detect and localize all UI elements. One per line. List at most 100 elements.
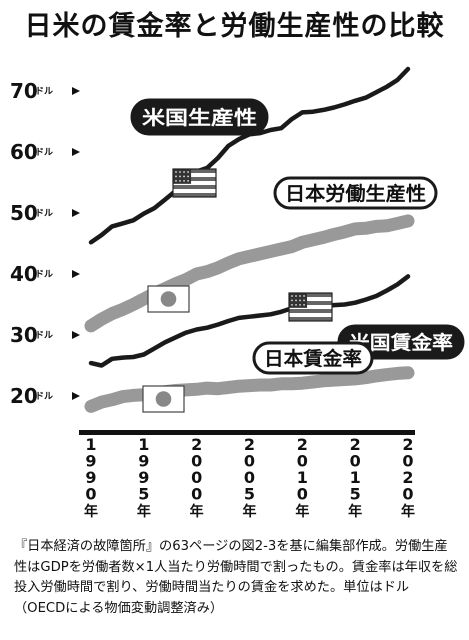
x-tick-label-1990-1: 9 — [85, 452, 96, 471]
us-flag-star — [303, 295, 305, 297]
us-flag-star — [303, 299, 305, 302]
us-flag-icon-wage — [288, 292, 333, 322]
x-tick-label-2010-4: 年 — [295, 503, 309, 520]
x-tick-label-2015-1: 0 — [350, 452, 361, 471]
x-tick-label-1995-0: 1 — [138, 435, 149, 454]
y-tick-arrow-20 — [72, 392, 80, 400]
y-tick-arrow-70 — [72, 87, 80, 95]
japan-flag-circle — [155, 391, 172, 407]
x-tick-label-2015-4: 年 — [348, 503, 362, 520]
series-label-box-3 — [252, 341, 374, 375]
us-flag-stripe — [173, 193, 216, 197]
y-tick-unit-20: ドル — [35, 391, 53, 402]
x-tick-label-1990-2: 9 — [85, 468, 96, 487]
x-tick-label-2015-0: 2 — [350, 435, 361, 454]
x-tick-label-2015-3: 5 — [350, 485, 361, 504]
x-tick-label-2010-3: 0 — [297, 485, 308, 504]
y-tick-unit-60: ドル — [35, 147, 53, 158]
us-flag-star — [179, 175, 181, 178]
x-tick-label-2005-1: 0 — [244, 452, 255, 471]
y-tick-arrow-60 — [72, 148, 80, 156]
us-flag-stripe — [289, 317, 332, 321]
x-tick-label-2000-4: 年 — [190, 503, 204, 520]
us-flag-star — [187, 171, 189, 173]
x-tick-label-2010-2: 1 — [297, 468, 308, 487]
us-flag-border — [288, 292, 333, 322]
series-label-1: 日本労働生産性 — [285, 182, 426, 205]
us-flag-star — [179, 171, 181, 173]
x-tick-label-1995-2: 9 — [138, 468, 149, 487]
series-line-2 — [88, 274, 411, 368]
y-tick-unit-30: ドル — [35, 330, 53, 341]
us-flag-icon-productivity — [172, 168, 217, 198]
us-flag-star — [299, 303, 301, 306]
japan-flag-icon-wage — [142, 385, 185, 413]
us-flag-star — [183, 171, 185, 173]
y-tick-label-60: 60 — [10, 140, 38, 164]
x-tick-label-2015-2: 1 — [350, 468, 361, 487]
series-label-box-1 — [273, 176, 438, 210]
x-tick-label-2000-0: 2 — [191, 435, 202, 454]
x-tick-label-1995-3: 5 — [138, 485, 149, 504]
us-flag-star — [183, 179, 185, 182]
y-tick-unit-40: ドル — [35, 269, 53, 280]
x-tick-label-2020-3: 0 — [402, 485, 413, 504]
x-tick-label-2005-4: 年 — [243, 503, 257, 520]
x-tick-label-2000-3: 0 — [191, 485, 202, 504]
x-tick-label-2020-1: 0 — [402, 452, 413, 471]
x-tick-label-2005-0: 2 — [244, 435, 255, 454]
us-flag-star — [295, 299, 297, 302]
us-flag-star — [295, 303, 297, 306]
x-tick-label-1990-0: 1 — [85, 435, 96, 454]
us-flag-star — [303, 303, 305, 306]
series-line-3 — [84, 366, 415, 413]
us-flag-star — [175, 171, 177, 173]
us-flag-star — [175, 175, 177, 178]
us-flag-star — [299, 295, 301, 297]
us-flag-star — [179, 179, 181, 182]
y-tick-label-20: 20 — [10, 384, 38, 408]
y-tick-label-30: 30 — [10, 323, 38, 347]
y-tick-arrow-40 — [72, 270, 80, 278]
us-flag-stripe — [173, 185, 216, 189]
x-axis-baseline — [79, 430, 415, 435]
us-flag-border — [172, 168, 217, 198]
us-flag-stripe — [289, 309, 332, 313]
chart-title: 日米の賃金率と労働生産性の比較 — [24, 11, 445, 42]
us-flag-stripe — [173, 169, 216, 173]
us-flag-star — [183, 175, 185, 178]
series-label-0: 米国生産性 — [142, 106, 257, 129]
us-flag-canton — [289, 293, 308, 308]
x-tick-label-2005-2: 0 — [244, 468, 255, 487]
us-flag-star — [299, 299, 301, 302]
y-tick-unit-70: ドル — [35, 86, 53, 97]
source-note: 『日本経済の故障箇所』の63ページの図2-3を基に編集部作成。労働生産性はGDP… — [14, 539, 458, 616]
japan-flag-circle — [160, 291, 177, 307]
us-flag-star — [291, 295, 293, 297]
us-flag-star — [187, 175, 189, 178]
x-tick-label-1995-4: 年 — [137, 503, 151, 520]
y-tick-unit-50: ドル — [35, 208, 53, 219]
series-label-3: 日本賃金率 — [264, 347, 362, 370]
series-line-0 — [88, 66, 411, 245]
x-tick-label-2020-4: 年 — [401, 503, 415, 520]
japan-flag-icon-productivity — [147, 285, 190, 313]
x-tick-label-2000-1: 0 — [191, 452, 202, 471]
us-flag-stripe — [173, 177, 216, 181]
us-flag-stripe — [289, 301, 332, 305]
us-flag-star — [187, 179, 189, 182]
us-flag-star — [175, 179, 177, 182]
x-tick-label-2010-0: 2 — [297, 435, 308, 454]
y-tick-label-70: 70 — [10, 79, 38, 103]
x-tick-label-2000-2: 0 — [191, 468, 202, 487]
us-flag-star — [295, 295, 297, 297]
y-tick-arrow-30 — [72, 331, 80, 339]
y-tick-label-50: 50 — [10, 201, 38, 225]
x-tick-label-2005-3: 5 — [244, 485, 255, 504]
x-tick-label-2020-0: 2 — [402, 435, 413, 454]
series-label-box-0 — [130, 98, 269, 136]
